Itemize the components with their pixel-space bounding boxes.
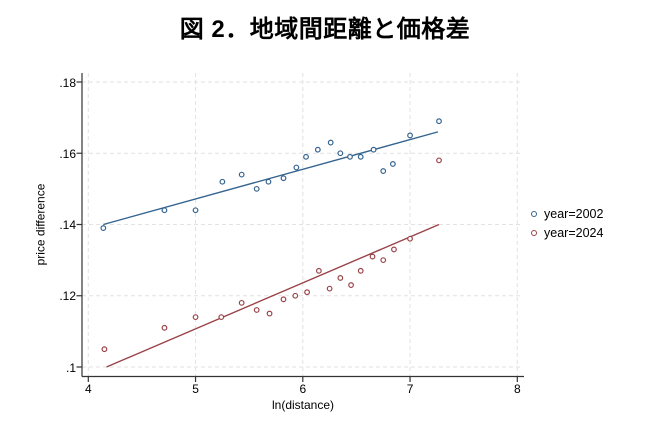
scatter-point-year=2002 xyxy=(407,132,413,139)
scatter-point-year=2002 xyxy=(370,146,377,153)
legend-marker-icon xyxy=(531,230,537,236)
scatter-point-year=2002 xyxy=(280,175,287,182)
scatter-point-year=2002 xyxy=(219,178,226,185)
chart-title: 図 2．地域間距離と価格差 xyxy=(179,16,471,43)
x-tick-label: 7 xyxy=(406,382,414,396)
scatter-point-year=2002 xyxy=(253,185,260,192)
scatter-point-year=2024 xyxy=(238,299,245,306)
scatter-point-year=2024 xyxy=(369,253,376,260)
scatter-point-year=2024 xyxy=(348,282,354,288)
legend-item: year=2002 xyxy=(531,207,603,221)
y-tick-label: .18 xyxy=(59,75,76,90)
scatter-point-year=2002 xyxy=(161,207,168,214)
scatter-point-year=2002 xyxy=(293,164,300,171)
scatter-point-year=2024 xyxy=(436,157,442,164)
fit-line-year=2002 xyxy=(103,131,439,226)
legend-item: year=2024 xyxy=(531,226,603,240)
x-tick-label: 8 xyxy=(513,382,521,396)
scatter-point-year=2024 xyxy=(337,275,344,281)
scatter-point-year=2002 xyxy=(380,168,387,174)
scatter-point-year=2024 xyxy=(280,296,287,303)
x-tick-label: 5 xyxy=(192,382,199,396)
y-tick-label: .1 xyxy=(65,360,76,375)
legend-label: year=2002 xyxy=(544,207,604,221)
x-axis-label: ln(distance) xyxy=(271,398,335,412)
scatter-point-year=2002 xyxy=(303,153,309,160)
scatter-point-year=2002 xyxy=(265,178,272,185)
scatter-point-year=2002 xyxy=(347,153,353,160)
legend: year=2002 year=2024 xyxy=(531,207,603,240)
scatter-point-year=2002 xyxy=(192,207,199,214)
scatter-point-year=2024 xyxy=(292,292,299,299)
y-tick-label: .16 xyxy=(59,146,76,161)
scatter-point-year=2024 xyxy=(391,246,397,253)
x-tick-label: 4 xyxy=(84,382,92,396)
legend-marker-icon xyxy=(531,211,537,217)
scatter-point-year=2002 xyxy=(357,153,364,160)
scatter-point-year=2024 xyxy=(192,314,199,321)
legend-label: year=2024 xyxy=(544,226,604,240)
scatter-point-year=2024 xyxy=(407,235,413,242)
scatter-point-year=2002 xyxy=(327,139,334,146)
scatter-point-year=2002 xyxy=(100,225,107,231)
y-tick-label: .12 xyxy=(59,289,76,304)
scatter-point-year=2024 xyxy=(326,285,333,292)
scatter-point-year=2002 xyxy=(389,161,396,167)
x-tick-label: 6 xyxy=(299,382,307,396)
scatter-point-year=2024 xyxy=(253,307,260,313)
scatter-point-year=2002 xyxy=(337,150,344,157)
scatter-point-year=2002 xyxy=(238,171,245,178)
scatter-point-year=2024 xyxy=(315,267,322,274)
scatter-point-year=2024 xyxy=(101,346,108,353)
y-tick-label: .14 xyxy=(59,218,76,232)
scatter-point-year=2024 xyxy=(380,257,387,264)
scatter-point-year=2024 xyxy=(304,289,310,296)
scatter-point-year=2024 xyxy=(218,314,225,321)
scatter-point-year=2024 xyxy=(266,310,273,317)
scatter-point-year=2002 xyxy=(436,118,442,125)
fit-line-year=2024 xyxy=(106,223,440,368)
scatter-point-year=2024 xyxy=(357,267,364,274)
scatter-point-year=2002 xyxy=(314,146,321,153)
scatter-point-year=2024 xyxy=(161,324,168,331)
